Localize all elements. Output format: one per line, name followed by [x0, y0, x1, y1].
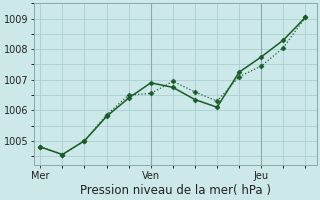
X-axis label: Pression niveau de la mer( hPa ): Pression niveau de la mer( hPa )	[80, 184, 271, 197]
